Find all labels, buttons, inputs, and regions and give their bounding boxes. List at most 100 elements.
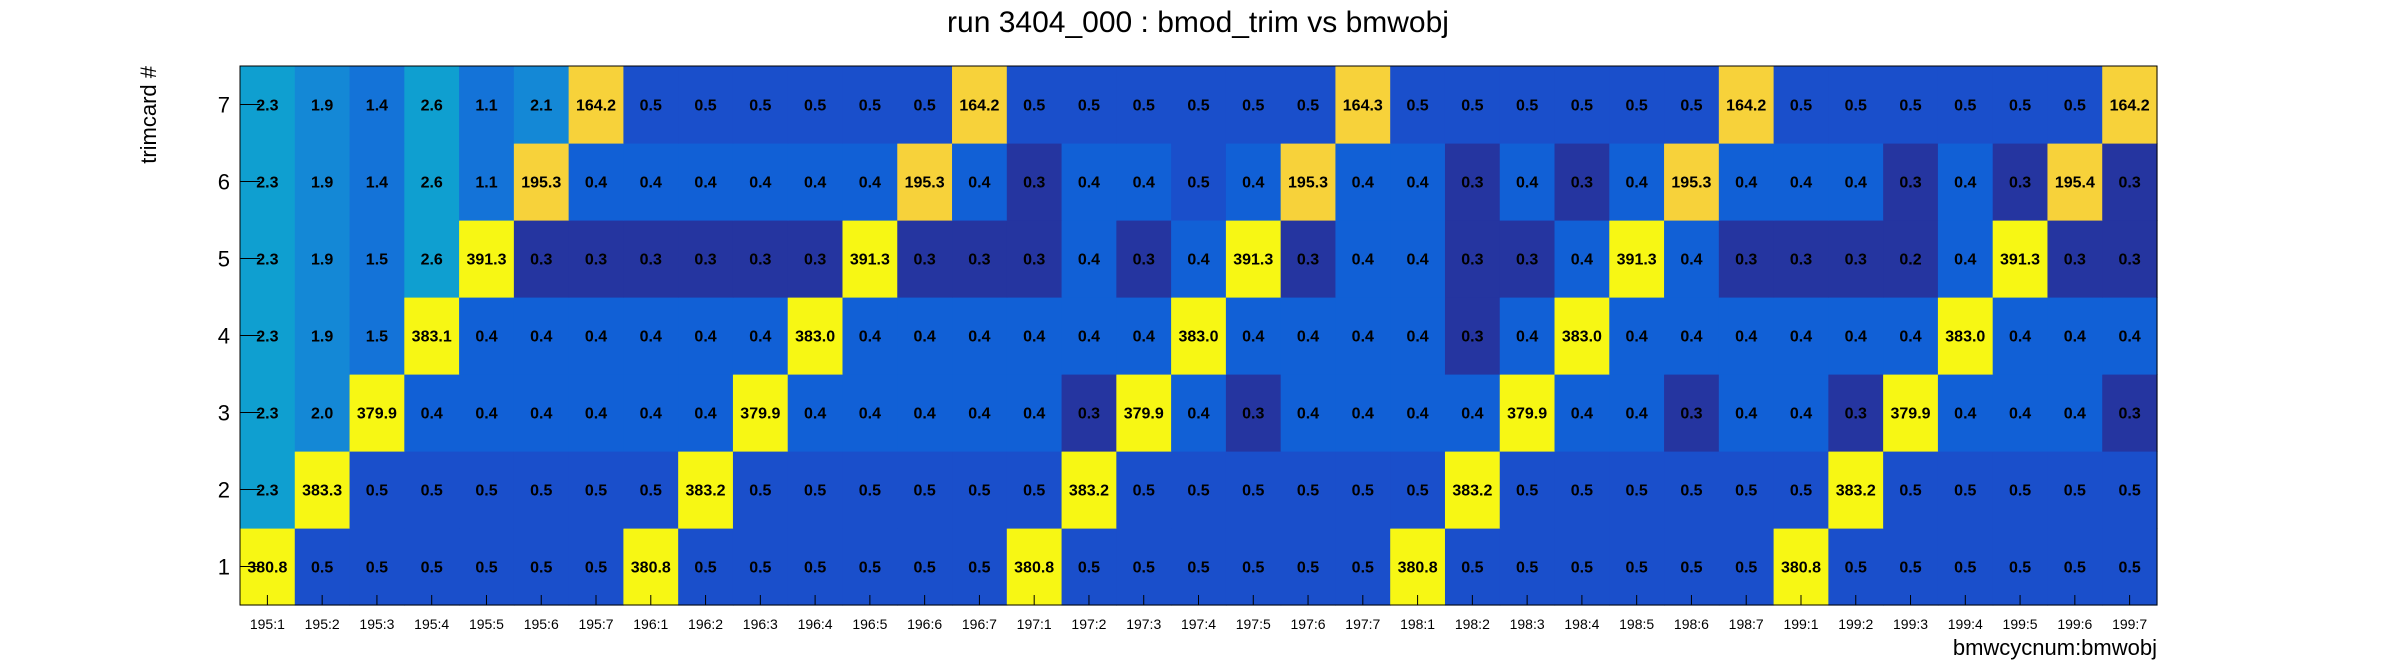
cell-value-label: 0.5 bbox=[914, 483, 936, 500]
heatmap-cell bbox=[2102, 528, 2158, 606]
cell-value-label: 0.5 bbox=[859, 98, 881, 115]
x-tick-label: 196:5 bbox=[852, 616, 887, 632]
heatmap-cell bbox=[1006, 297, 1063, 375]
heatmap-cell bbox=[404, 374, 460, 452]
cell-value-label: 0.3 bbox=[1571, 175, 1593, 192]
heatmap-cell bbox=[294, 66, 351, 144]
heatmap-cell bbox=[2047, 374, 2103, 452]
heatmap-cell bbox=[513, 374, 570, 452]
cell-value-label: 379.9 bbox=[740, 406, 780, 423]
cell-value-label: 383.3 bbox=[302, 483, 342, 500]
heatmap-cell bbox=[787, 143, 844, 221]
heatmap-cell bbox=[1280, 297, 1337, 375]
heatmap-cell bbox=[1664, 528, 1720, 606]
heatmap-cell bbox=[2102, 143, 2158, 221]
cell-value-label: 0.5 bbox=[1461, 560, 1483, 577]
heatmap-cell bbox=[1609, 297, 1665, 375]
cell-value-label: 1.5 bbox=[366, 252, 388, 269]
cell-value-label: 0.4 bbox=[1680, 252, 1702, 269]
heatmap-cell bbox=[294, 374, 351, 452]
heatmap-cell bbox=[842, 297, 898, 375]
heatmap-cell bbox=[459, 220, 515, 298]
x-tick-label: 195:5 bbox=[469, 616, 504, 632]
heatmap-cell bbox=[459, 66, 515, 144]
cell-value-label: 0.5 bbox=[804, 483, 826, 500]
cell-value-label: 0.4 bbox=[585, 175, 607, 192]
x-tick-label: 195:1 bbox=[250, 616, 285, 632]
cell-value-label: 0.5 bbox=[1571, 483, 1593, 500]
y-tick-label: 5 bbox=[218, 247, 230, 272]
cell-value-label: 0.4 bbox=[1790, 175, 1812, 192]
x-tick-label: 198:7 bbox=[1729, 616, 1764, 632]
heatmap-cell bbox=[1773, 528, 1829, 606]
heatmap-cell bbox=[897, 143, 953, 221]
cell-value-label: 195.3 bbox=[1288, 175, 1328, 192]
cell-value-label: 0.4 bbox=[1352, 406, 1374, 423]
heatmap-cell bbox=[1444, 374, 1501, 452]
cell-value-label: 0.5 bbox=[1297, 98, 1319, 115]
cell-value-label: 0.4 bbox=[1735, 329, 1757, 346]
cell-value-label: 380.8 bbox=[1014, 560, 1054, 577]
cell-value-label: 0.5 bbox=[366, 560, 388, 577]
cell-value-label: 0.4 bbox=[694, 175, 716, 192]
cell-value-label: 0.5 bbox=[2118, 560, 2140, 577]
x-axis-title: bmwcycnum:bmwobj bbox=[1953, 635, 2157, 660]
cell-value-label: 0.5 bbox=[1406, 98, 1428, 115]
cell-value-label: 380.8 bbox=[247, 560, 287, 577]
cell-value-label: 379.9 bbox=[1124, 406, 1164, 423]
heatmap-cell bbox=[1171, 143, 1227, 221]
x-tick-label: 198:4 bbox=[1564, 616, 1599, 632]
cell-value-label: 0.5 bbox=[640, 483, 662, 500]
heatmap-cell bbox=[623, 220, 679, 298]
cell-labels: 380.8 0.5 0.5 0.5 0.5 0.5 0.5 380.8 0.5 0.5 0.5 0.5… bbox=[247, 98, 2149, 577]
x-tick-label: 195:7 bbox=[578, 616, 613, 632]
heatmap-cell bbox=[1499, 143, 1556, 221]
cell-value-label: 0.5 bbox=[1790, 483, 1812, 500]
cell-value-label: 0.4 bbox=[640, 175, 662, 192]
cell-value-label: 0.4 bbox=[1626, 175, 1648, 192]
y-tick-label: 2 bbox=[218, 478, 230, 503]
cell-value-label: 0.4 bbox=[640, 329, 662, 346]
cell-value-label: 0.4 bbox=[749, 175, 771, 192]
cell-value-label: 380.8 bbox=[1398, 560, 1438, 577]
heatmap-cell bbox=[1992, 528, 2049, 606]
heatmap-cell bbox=[1554, 374, 1610, 452]
heatmap-cell bbox=[404, 66, 460, 144]
heatmap-cell bbox=[1664, 220, 1720, 298]
cell-value-label: 383.1 bbox=[412, 329, 452, 346]
cell-value-label: 0.4 bbox=[1845, 175, 1867, 192]
cell-value-label: 0.3 bbox=[1680, 406, 1702, 423]
cell-value-label: 0.5 bbox=[694, 560, 716, 577]
heatmap-cell bbox=[459, 528, 515, 606]
cell-value-label: 0.5 bbox=[1899, 560, 1921, 577]
cell-value-label: 2.3 bbox=[256, 483, 278, 500]
heatmap-cell bbox=[732, 220, 789, 298]
cell-value-label: 0.5 bbox=[1187, 98, 1209, 115]
cell-value-label: 0.4 bbox=[640, 406, 662, 423]
cell-value-label: 0.5 bbox=[1297, 483, 1319, 500]
x-tick-label: 198:3 bbox=[1510, 616, 1545, 632]
heatmap-cell bbox=[1116, 297, 1172, 375]
heatmap-cell bbox=[459, 451, 515, 529]
cell-value-label: 379.9 bbox=[1891, 406, 1931, 423]
cell-value-label: 0.4 bbox=[694, 329, 716, 346]
cell-value-label: 379.9 bbox=[357, 406, 397, 423]
heatmap-cell bbox=[1937, 220, 1994, 298]
cell-value-label: 0.5 bbox=[475, 560, 497, 577]
heatmap-cell bbox=[1718, 297, 1775, 375]
heatmap-cell bbox=[1335, 143, 1391, 221]
cell-value-label: 383.0 bbox=[795, 329, 835, 346]
cell-value-label: 1.9 bbox=[311, 252, 333, 269]
heatmap-cell bbox=[1664, 143, 1720, 221]
cell-value-label: 0.3 bbox=[2009, 175, 2031, 192]
heatmap-cell bbox=[1390, 528, 1446, 606]
cell-value-label: 0.4 bbox=[1680, 329, 1702, 346]
heatmap-cell bbox=[349, 528, 405, 606]
cell-value-label: 0.4 bbox=[1406, 406, 1428, 423]
cell-value-label: 0.4 bbox=[1845, 329, 1867, 346]
heatmap-cell bbox=[1280, 451, 1337, 529]
heatmap-cell bbox=[787, 297, 844, 375]
heatmap-cell bbox=[1390, 374, 1446, 452]
heatmap-cell bbox=[1390, 451, 1446, 529]
heatmap-cell bbox=[1225, 451, 1282, 529]
